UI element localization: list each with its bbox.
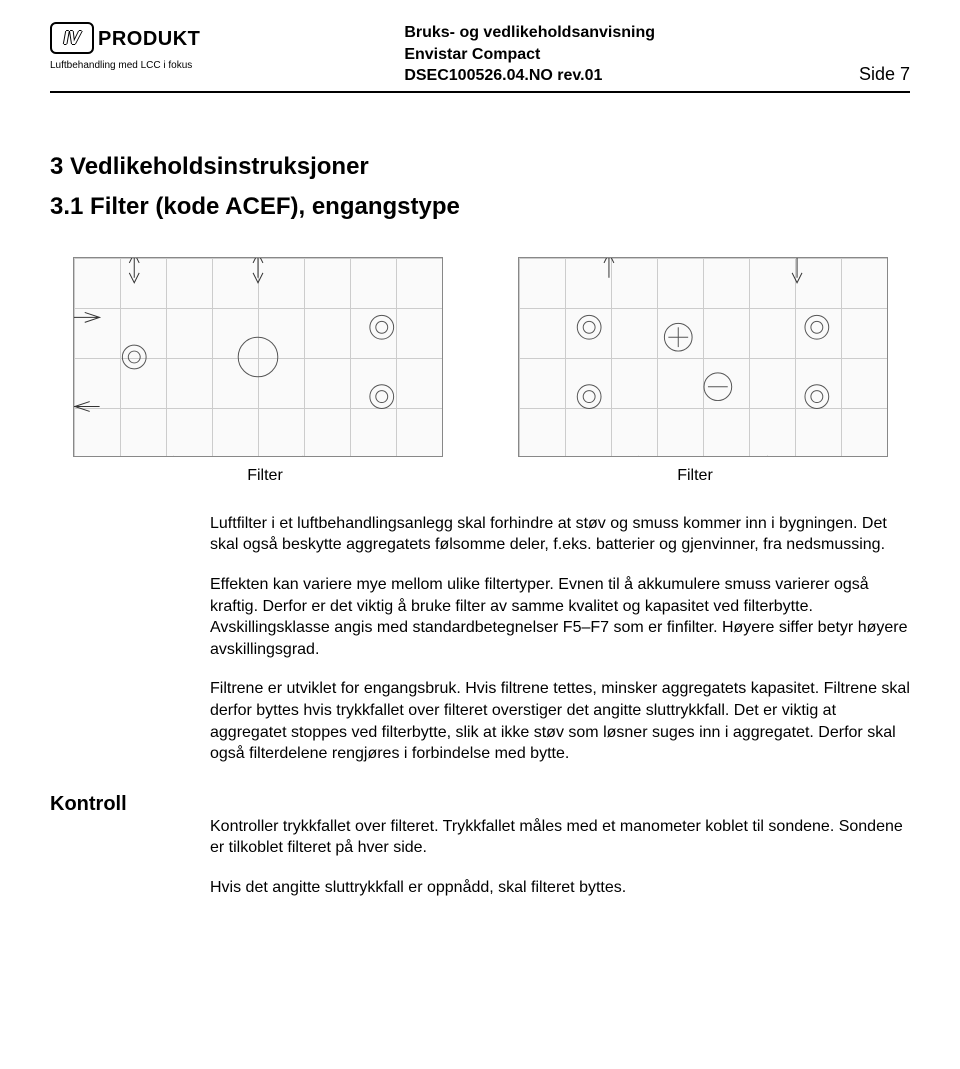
kontroll-p1: Kontroller trykkfallet over filteret. Tr… <box>210 816 910 859</box>
doc-title-line1: Bruks- og vedlikeholdsanvisning <box>404 22 655 44</box>
kontroll-body: Kontroller trykkfallet over filteret. Tr… <box>210 816 910 899</box>
doc-title-line3: DSEC100526.04.NO rev.01 <box>404 65 655 87</box>
diagram-row <box>50 257 910 457</box>
diagram-label-left: Filter <box>80 467 450 485</box>
kontroll-section: Kontroll <box>50 783 910 816</box>
logo-row: PRODUKT <box>50 22 200 54</box>
kontroll-heading: Kontroll <box>50 793 210 816</box>
paragraph-1: Luftfilter i et luftbehandlingsanlegg sk… <box>210 513 910 556</box>
page-number: Side 7 <box>859 64 910 85</box>
logo-text: PRODUKT <box>98 28 200 51</box>
paragraph-3: Filtrene er utviklet for engangsbruk. Hv… <box>210 678 910 764</box>
kontroll-p2: Hvis det angitte sluttrykkfall er oppnåd… <box>210 877 910 899</box>
diagram-right <box>518 257 888 457</box>
section-heading: 3 Vedlikeholdsinstruksjoner <box>50 153 910 181</box>
doc-title-line2: Envistar Compact <box>404 44 655 66</box>
paragraph-2: Effekten kan variere mye mellom ulike fi… <box>210 574 910 660</box>
logo-block: PRODUKT Luftbehandling med LCC i fokus <box>50 22 200 71</box>
page-header: PRODUKT Luftbehandling med LCC i fokus B… <box>50 22 910 93</box>
diagram-left <box>73 257 443 457</box>
logo-tagline: Luftbehandling med LCC i fokus <box>50 60 200 71</box>
body-text: Luftfilter i et luftbehandlingsanlegg sk… <box>210 513 910 765</box>
diagram-label-right: Filter <box>510 467 880 485</box>
diagram-labels: Filter Filter <box>50 467 910 485</box>
logo-badge-icon <box>50 22 94 54</box>
doc-title-block: Bruks- og vedlikeholdsanvisning Envistar… <box>404 22 655 87</box>
subsection-heading: 3.1 Filter (kode ACEF), engangstype <box>50 193 910 221</box>
